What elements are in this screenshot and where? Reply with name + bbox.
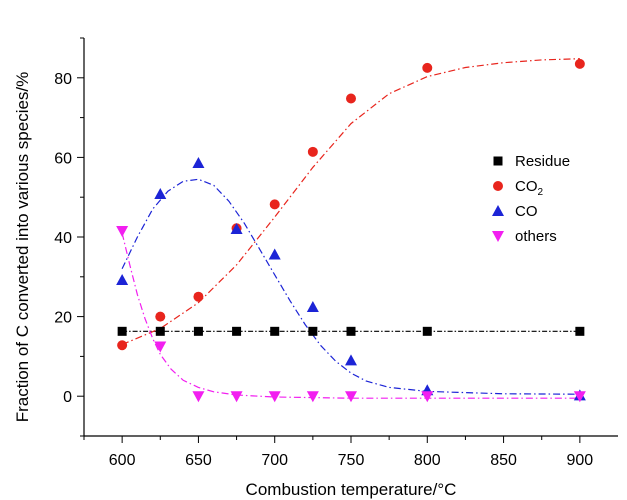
data-point-triangle-up xyxy=(345,354,357,366)
data-point-square xyxy=(422,326,432,336)
legend-label: CO2 xyxy=(515,178,544,198)
data-point-triangle-down xyxy=(192,391,205,403)
data-point-triangle-down xyxy=(345,391,357,403)
legend-marker-triangle-up xyxy=(492,205,504,216)
tick-marks xyxy=(77,37,581,443)
data-point-circle xyxy=(269,199,280,210)
x-tick-label: 750 xyxy=(338,452,365,469)
legend-marker-triangle-down xyxy=(492,231,504,242)
data-markers xyxy=(116,58,586,403)
y-tick-label: 0 xyxy=(63,389,72,406)
data-point-square xyxy=(346,326,356,336)
legend-label: CO xyxy=(515,203,538,220)
data-point-square xyxy=(270,326,280,336)
data-point-circle xyxy=(155,311,166,322)
legend-marker-circle xyxy=(493,181,503,191)
data-point-circle xyxy=(422,62,433,73)
data-point-triangle-up xyxy=(268,248,281,260)
x-axis-title: Combustion temperature/°C xyxy=(246,480,457,499)
legend-label-subscript: 2 xyxy=(538,187,544,198)
data-point-square xyxy=(232,326,242,336)
x-tick-label: 800 xyxy=(414,452,441,469)
x-tick-label: 900 xyxy=(567,452,594,469)
data-point-triangle-down xyxy=(116,226,129,238)
data-point-triangle-up xyxy=(230,223,243,235)
data-point-triangle-down xyxy=(268,391,281,403)
x-tick-label: 700 xyxy=(261,452,288,469)
legend: Residue CO2 CO others xyxy=(492,153,570,245)
data-point-circle xyxy=(117,340,128,351)
data-point-triangle-up xyxy=(192,156,205,168)
fit-curve-triangle-down xyxy=(121,232,580,399)
tick-labels: 600 650 700 750 800 850 900 0 20 40 60 80 xyxy=(54,71,593,469)
legend-label: Residue xyxy=(515,153,570,170)
data-point-circle xyxy=(346,93,356,104)
data-point-square xyxy=(155,326,165,336)
x-tick-label: 850 xyxy=(490,452,517,469)
fit-curve-circle xyxy=(121,58,580,346)
data-point-triangle-down xyxy=(306,391,319,403)
data-point-circle xyxy=(307,146,318,157)
x-tick-label: 600 xyxy=(109,452,136,469)
data-point-square xyxy=(308,326,318,336)
data-point-triangle-down xyxy=(421,391,434,403)
y-tick-label: 40 xyxy=(54,230,72,247)
data-point-square xyxy=(193,326,203,336)
fit-curve-triangle-up xyxy=(121,178,580,395)
data-point-triangle-down xyxy=(230,391,243,403)
y-tick-label: 80 xyxy=(54,71,72,88)
data-point-triangle-up xyxy=(306,301,319,313)
data-point-square xyxy=(575,326,585,336)
data-point-circle xyxy=(193,291,204,302)
legend-marker-square xyxy=(493,156,503,166)
y-axis-title: Fraction of C converted into various spe… xyxy=(13,72,32,423)
data-point-square xyxy=(117,326,127,336)
x-tick-label: 650 xyxy=(185,452,212,469)
data-point-circle xyxy=(574,58,585,69)
data-point-triangle-down xyxy=(573,391,586,403)
fit-curves xyxy=(121,58,580,399)
data-point-triangle-up xyxy=(154,188,167,200)
y-tick-label: 60 xyxy=(54,150,72,167)
legend-label: others xyxy=(515,228,557,245)
data-point-triangle-up xyxy=(116,273,129,285)
y-tick-label: 20 xyxy=(54,310,72,327)
data-point-triangle-down xyxy=(154,341,167,353)
